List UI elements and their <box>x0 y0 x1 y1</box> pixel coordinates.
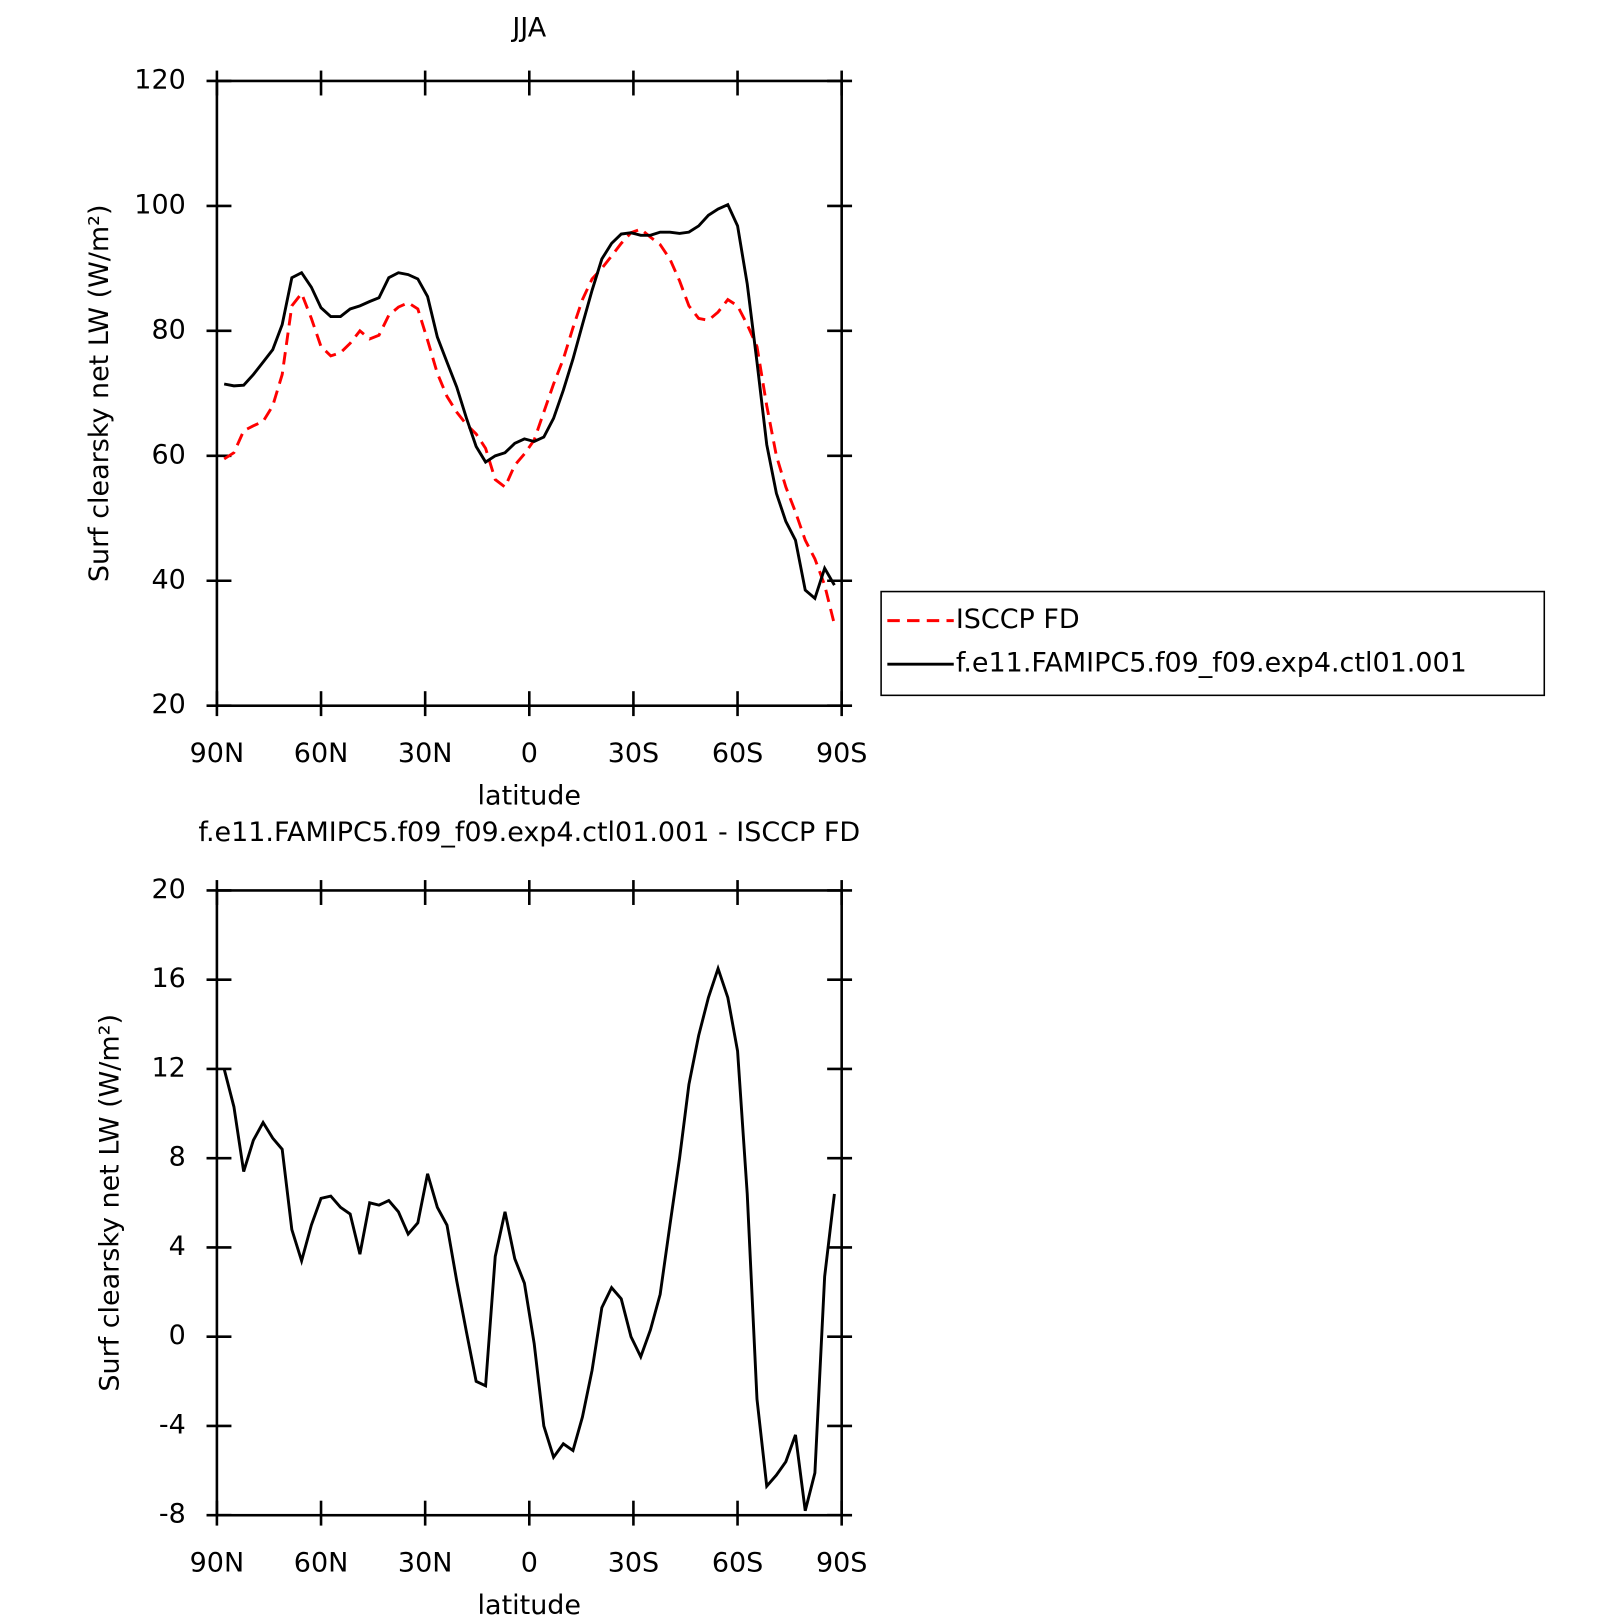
x-tick-label: 0 <box>521 738 538 769</box>
x-tick-label: 90N <box>190 1547 245 1578</box>
data-line <box>223 227 836 625</box>
x-tick-label: 0 <box>521 1547 538 1578</box>
x-tick-label: 90S <box>816 1547 867 1578</box>
y-axis-label: Surf clearsky net LW (W/m²) <box>95 1014 126 1392</box>
x-tick-label: 30N <box>398 1547 452 1578</box>
plot-frame <box>215 79 843 708</box>
x-tick-label: 30S <box>608 738 659 769</box>
x-tick-label: 60N <box>294 738 349 769</box>
y-tick-label: 0 <box>169 1320 186 1351</box>
chart-title: f.e11.FAMIPC5.f09_f09.exp4.ctl01.001 - I… <box>198 817 860 848</box>
y-tick-label: 20 <box>151 689 185 720</box>
y-tick-label: 12 <box>151 1052 185 1083</box>
y-tick-label: 120 <box>134 64 185 95</box>
x-axis-label: latitude <box>478 781 581 812</box>
x-tick-label: 60S <box>712 1547 763 1578</box>
y-tick-label: -4 <box>159 1409 186 1440</box>
data-line <box>222 964 836 1512</box>
x-axis-label: latitude <box>478 1590 581 1619</box>
y-tick-label: 100 <box>134 189 185 220</box>
legend-label: ISCCP FD <box>956 604 1080 635</box>
y-tick-label: 4 <box>169 1231 186 1262</box>
x-tick-label: 60S <box>712 738 763 769</box>
y-tick-label: 40 <box>151 564 185 595</box>
data-line <box>223 202 836 601</box>
y-tick-label: 20 <box>151 874 185 905</box>
y-tick-label: 60 <box>151 439 185 470</box>
x-tick-label: 30S <box>608 1547 659 1578</box>
legend-box <box>880 590 1546 697</box>
y-tick-label: 16 <box>151 963 185 994</box>
legend-label: f.e11.FAMIPC5.f09_f09.exp4.ctl01.001 <box>956 648 1467 679</box>
x-tick-label: 60N <box>294 1547 349 1578</box>
y-axis-label: Surf clearsky net LW (W/m²) <box>84 205 115 583</box>
y-tick-label: 8 <box>169 1142 186 1173</box>
x-tick-label: 30N <box>398 738 452 769</box>
x-tick-label: 90S <box>816 738 867 769</box>
x-tick-label: 90N <box>190 738 245 769</box>
chart-title: JJA <box>510 13 546 44</box>
y-tick-label: 80 <box>151 314 185 345</box>
y-tick-label: -8 <box>159 1499 186 1530</box>
